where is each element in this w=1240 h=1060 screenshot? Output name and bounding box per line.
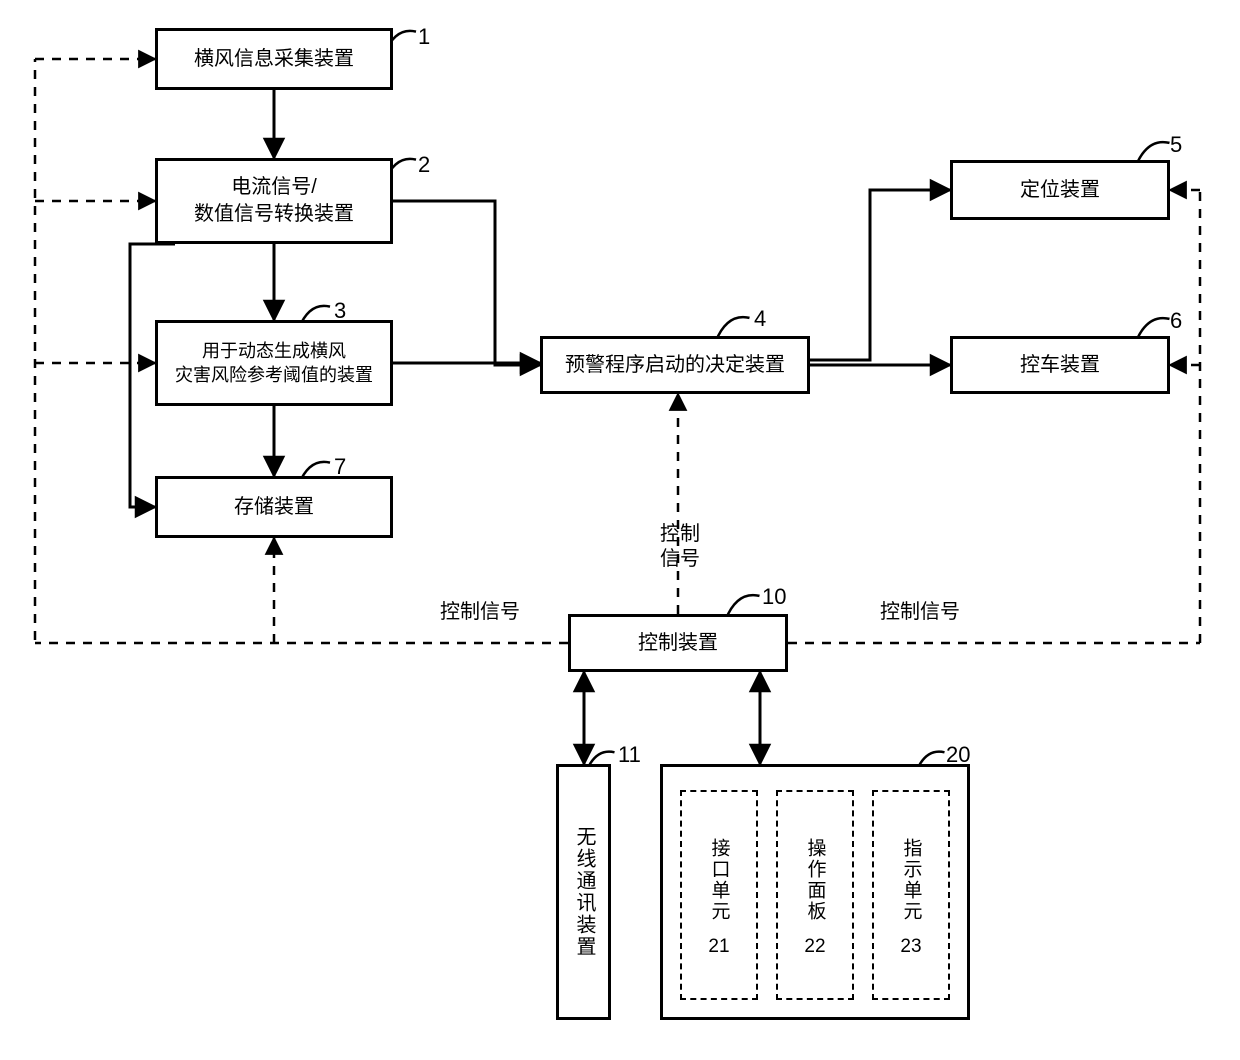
edge-label-control-right: 控制信号 bbox=[880, 600, 960, 625]
node-positioning: 定位装置 bbox=[950, 160, 1170, 220]
node-controller: 控制装置 bbox=[568, 614, 788, 672]
node-label: 定位装置 bbox=[1020, 177, 1100, 204]
node-vehicle-control: 控车装置 bbox=[950, 336, 1170, 394]
node-tag: 20 bbox=[946, 742, 970, 768]
node-wireless-comm: 无线通讯装置 bbox=[556, 764, 611, 1020]
node-label: 控车装置 bbox=[1020, 352, 1100, 379]
node-tag: 3 bbox=[334, 298, 346, 324]
node-label: 预警程序启动的决定装置 bbox=[565, 352, 785, 379]
node-label: 无线通讯装置 bbox=[570, 826, 597, 958]
subnode-operation-panel: 操作面板 22 bbox=[776, 790, 854, 1000]
node-label: 用于动态生成横风 灾害风险参考阈值的装置 bbox=[175, 339, 373, 388]
node-label: 横风信息采集装置 bbox=[194, 46, 354, 73]
node-tag: 11 bbox=[618, 742, 641, 768]
node-warning-decision: 预警程序启动的决定装置 bbox=[540, 336, 810, 394]
node-label: 控制装置 bbox=[638, 630, 718, 657]
edge-label-control-mid: 控制 信号 bbox=[660, 522, 700, 572]
node-storage: 存储装置 bbox=[155, 476, 393, 538]
node-tag: 5 bbox=[1170, 132, 1182, 158]
node-tag: 6 bbox=[1170, 308, 1182, 334]
node-tag: 2 bbox=[418, 152, 430, 178]
subnode-indicator-unit: 指示单元 23 bbox=[872, 790, 950, 1000]
edge-label-control-left: 控制信号 bbox=[440, 600, 520, 625]
node-threshold-generator: 用于动态生成横风 灾害风险参考阈值的装置 bbox=[155, 320, 393, 406]
node-tag: 1 bbox=[418, 24, 430, 50]
subnode-interface-unit: 接口单元 21 bbox=[680, 790, 758, 1000]
node-label: 电流信号/ 数值信号转换装置 bbox=[194, 174, 354, 228]
node-tag: 4 bbox=[754, 306, 766, 332]
node-signal-converter: 电流信号/ 数值信号转换装置 bbox=[155, 158, 393, 244]
node-label: 存储装置 bbox=[234, 494, 314, 521]
node-crosswind-collector: 横风信息采集装置 bbox=[155, 28, 393, 90]
node-tag: 10 bbox=[762, 584, 786, 610]
node-tag: 7 bbox=[334, 454, 346, 480]
